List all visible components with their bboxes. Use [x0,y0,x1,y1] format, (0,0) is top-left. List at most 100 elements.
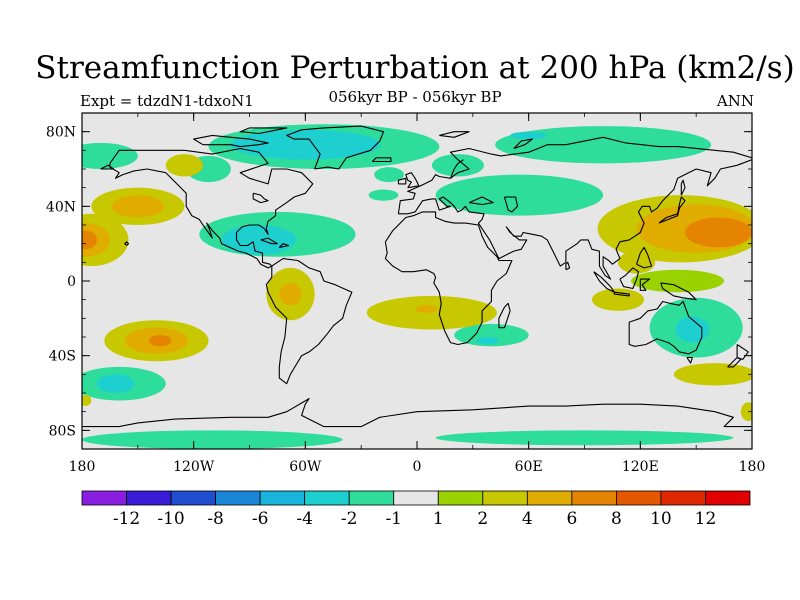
colorbar: -12 -10 -8 -6 -4 -2 -1 1 2 4 6 8 10 12 [81,490,751,529]
colorbar-label: -8 [207,509,224,529]
contour-region [82,230,97,250]
latitude-axis: 80N 40N 0 40S 80S [46,112,752,450]
coastline [727,357,742,368]
coastline [513,138,533,150]
contour-region [504,193,535,205]
coastline [82,398,752,428]
contour-region [368,189,399,201]
contour-region [685,217,752,248]
latitude-tick-label: 80S [49,423,76,439]
latitude-tick-label: 0 [67,274,76,290]
coastline [660,282,697,301]
colorbar-label: 4 [522,509,533,529]
latitude-tick-label: 40S [49,349,76,365]
coastline [736,344,749,360]
colorbar-label: 2 [477,509,488,529]
colorbar-label: -4 [296,509,313,529]
coastline [124,241,130,246]
contour-region [435,430,734,446]
coastline [265,258,353,385]
contour-region [279,282,302,306]
contour-region [96,374,135,393]
contour-region [82,394,92,407]
colorbar-label: -6 [252,509,269,529]
contour-region [673,363,752,386]
colorbar-label: 1 [433,509,444,529]
colorbar-swatch [437,490,484,506]
contour-region [366,295,498,330]
colorbar-swatch [616,490,662,506]
coastline [498,302,511,329]
coastline [384,211,513,346]
longitude-tick-label: 180 [739,459,766,475]
coastline [680,179,686,196]
season-label: ANN [716,92,754,110]
longitude-axis: 180 120W 60W 0 60E 120E 180 [69,113,766,475]
contour-region [631,269,725,293]
longitude-tick-label: 0 [413,459,422,475]
colorbar-label: -12 [113,509,140,529]
colorbar-label: 8 [611,509,622,529]
colorbar-swatch [482,490,528,506]
contour-region [111,195,164,218]
contour-region [740,402,752,421]
coastline [439,131,470,138]
colorbar-swatch [660,490,706,506]
colorbar-swatch [571,490,617,506]
coastline [613,291,630,297]
contour-region [82,430,343,449]
contour-region [476,337,499,345]
colorbar-label: -1 [385,509,402,529]
colorbar-label: 10 [650,509,672,529]
contour-region [495,126,712,164]
coastlines [82,125,752,428]
plot-title: Streamfunction Perturbation at 200 hPa (… [35,50,795,86]
period-subtitle: 056kyr BP - 056kyr BP [328,88,502,106]
coastline [252,192,269,204]
colorbar-swatch [393,490,439,506]
colorbar-swatch [526,490,573,506]
longitude-tick-label: 60E [515,459,543,475]
coastline [371,157,392,163]
coastline [260,237,278,245]
coastline [405,172,420,189]
colorbar-label: 12 [695,509,717,529]
coastline [639,278,651,291]
longitude-tick-label: 120E [622,459,659,475]
coastline [286,125,385,170]
colorbar-swatch [215,490,261,506]
colorbar-swatch [81,490,127,506]
coastline [658,196,686,224]
coastline [468,196,494,206]
contour-region [415,305,438,313]
contour-region [165,154,203,177]
contour-region [510,131,548,140]
colorbar-swatch [126,490,172,506]
coastline [503,196,519,213]
colorbar-label: -2 [341,509,358,529]
latitude-tick-label: 40N [46,199,76,215]
coastline [100,164,115,170]
coastline [565,261,571,271]
contour-region [221,225,297,255]
coastline [397,177,407,185]
contour-region [454,323,529,347]
colorbar-swatch [304,490,350,506]
experiment-label: Expt = tdzdN1-tdxoN1 [80,92,254,110]
coastline [686,356,693,364]
contour-region [374,167,404,183]
colorbar-swatch [259,490,306,506]
coastline [239,127,288,135]
colorbar-swatch [705,490,751,506]
longitude-tick-label: 180 [69,459,96,475]
longitude-tick-label: 60W [289,459,322,475]
colorbar-label: -10 [157,509,184,529]
contour-region [149,335,172,347]
coastline [628,300,703,355]
contour-region [230,129,380,160]
coastline [193,134,269,148]
colorbar-swatch [170,490,216,506]
coastline [619,267,640,290]
contour-region [431,154,485,177]
